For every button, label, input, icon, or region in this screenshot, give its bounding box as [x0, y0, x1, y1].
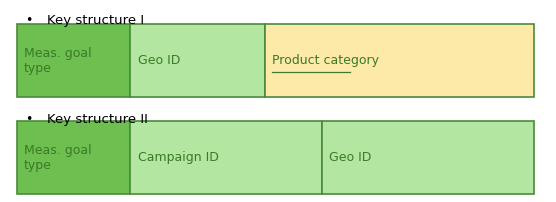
Text: •: • [25, 113, 32, 126]
FancyBboxPatch shape [17, 24, 131, 97]
Text: Meas. goal
type: Meas. goal type [24, 47, 92, 75]
Text: Campaign ID: Campaign ID [138, 151, 219, 164]
Text: Geo ID: Geo ID [329, 151, 371, 164]
Text: Product category: Product category [272, 54, 379, 67]
FancyBboxPatch shape [131, 121, 322, 194]
FancyBboxPatch shape [322, 121, 534, 194]
Text: Geo ID: Geo ID [138, 54, 180, 67]
FancyBboxPatch shape [131, 24, 265, 97]
Text: •: • [25, 14, 32, 27]
FancyBboxPatch shape [17, 121, 131, 194]
Text: Meas. goal
type: Meas. goal type [24, 144, 92, 171]
Text: Key structure I: Key structure I [47, 14, 145, 27]
Text: Key structure II: Key structure II [47, 113, 148, 126]
FancyBboxPatch shape [265, 24, 534, 97]
